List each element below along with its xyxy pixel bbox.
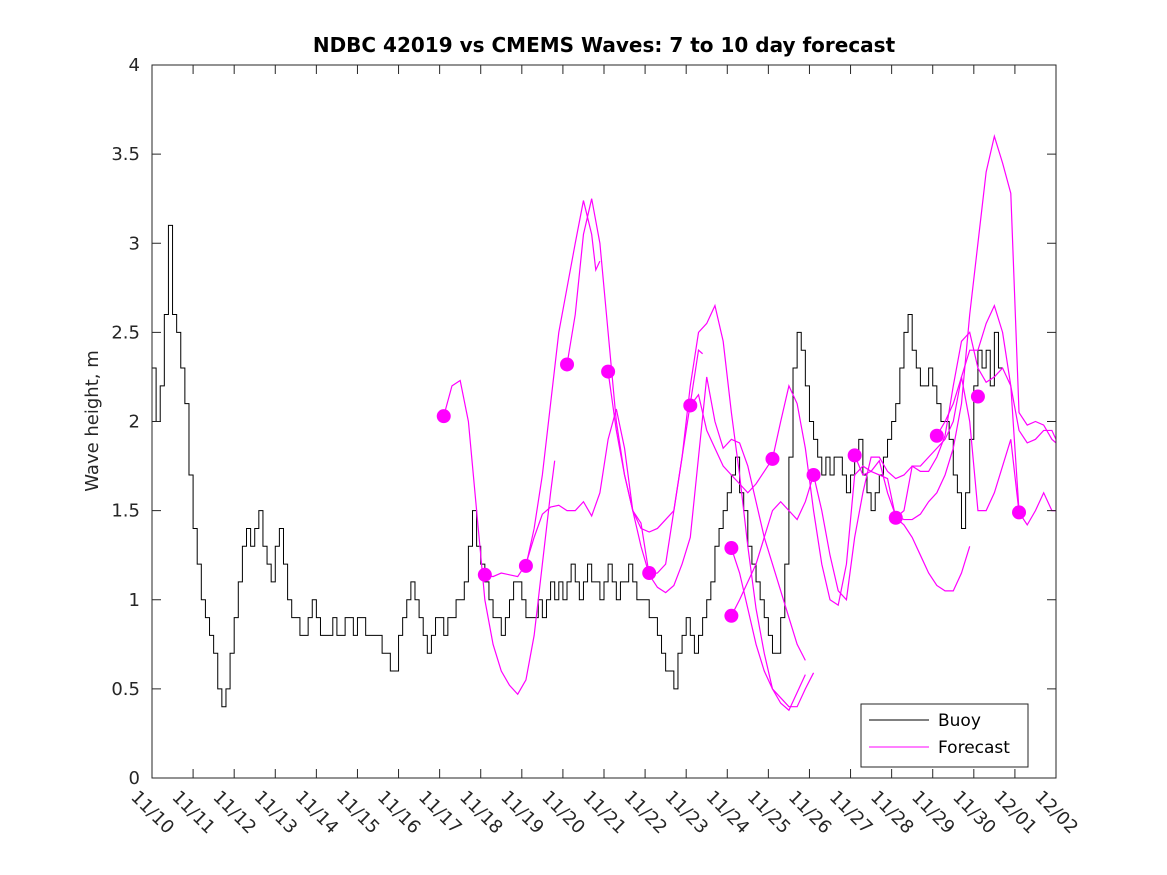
y-tick-label: 3: [129, 233, 140, 254]
forecast-run-line: [689, 384, 971, 607]
y-axis-label: Wave height, m: [82, 350, 103, 491]
forecast-start-marker: [477, 567, 492, 582]
legend-buoy-label: Buoy: [938, 711, 981, 731]
forecast-start-marker: [724, 608, 739, 623]
forecast-run-line: [607, 371, 806, 661]
forecast-run-line: [936, 376, 1056, 527]
y-tick-label: 3.5: [111, 144, 140, 165]
marker-layer: [436, 357, 1027, 623]
y-tick-label: 2.5: [111, 322, 140, 343]
y-tick-label: 2: [129, 412, 140, 433]
y-tick-label: 4: [129, 55, 140, 76]
legend-box: [860, 703, 1029, 768]
forecast-start-marker: [1012, 505, 1027, 520]
y-tick-label: 0.5: [111, 679, 140, 700]
forecast-start-marker: [806, 467, 821, 482]
forecast-run-line: [895, 331, 1020, 519]
forecast-start-marker: [683, 398, 698, 413]
forecast-start-marker: [847, 448, 862, 463]
forecast-run-line: [443, 379, 556, 696]
y-tick-label: 0: [129, 768, 140, 789]
legend-forecast-label: Forecast: [938, 738, 1010, 758]
forecast-start-marker: [518, 558, 533, 573]
forecast-start-marker: [888, 510, 903, 525]
forecast-run-line: [566, 198, 806, 712]
buoy-series-line: [152, 224, 1003, 708]
legend: Buoy Forecast: [860, 703, 1029, 768]
forecast-start-marker: [560, 357, 575, 372]
chart-title: NDBC 42019 vs CMEMS Waves: 7 to 10 day f…: [313, 33, 896, 57]
forecast-start-marker: [601, 364, 616, 379]
forecast-run-line: [525, 200, 601, 567]
y-tick-label: 1.5: [111, 501, 140, 522]
forecast-start-marker: [724, 541, 739, 556]
forecast-start-marker: [970, 389, 985, 404]
forecast-start-marker: [436, 409, 451, 424]
forecast-start-marker: [929, 428, 944, 443]
forecast-start-marker: [765, 451, 780, 466]
forecast-start-marker: [642, 566, 657, 581]
plot-area: [152, 65, 1056, 778]
forecast-run-line: [730, 303, 1057, 617]
forecast-run-line: [854, 133, 1057, 521]
forecast-run-line: [730, 547, 815, 708]
y-tick-label: 1: [129, 590, 140, 611]
